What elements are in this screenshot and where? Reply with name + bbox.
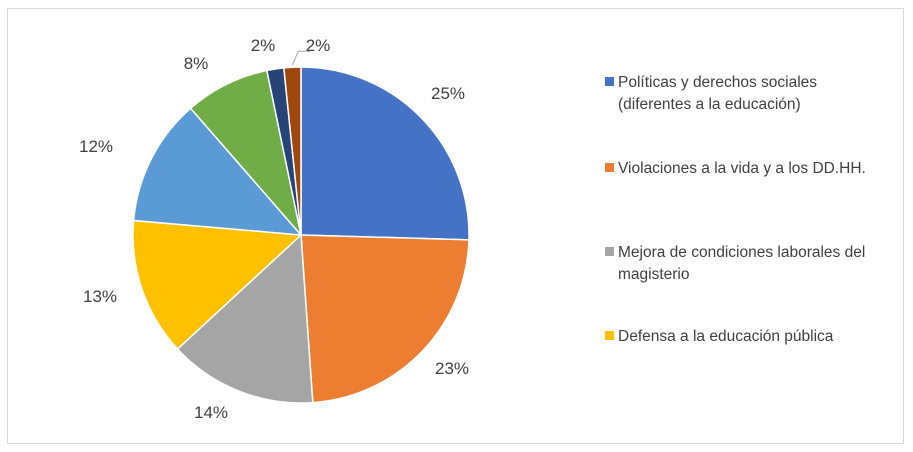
- legend-swatch: [605, 247, 614, 256]
- legend-swatch: [605, 331, 614, 340]
- pie-slice-8: [283, 66, 302, 236]
- data-label-5: 12%: [79, 137, 113, 156]
- pie-slice-2: [300, 234, 470, 404]
- legend-label: Violaciones a la vida y a los DD.HH.: [618, 160, 866, 177]
- data-label-3: 14%: [194, 403, 228, 422]
- pie-slice-1: [300, 66, 470, 241]
- pie-slice-5: [132, 107, 303, 236]
- legend-label: Defensa a la educación pública: [618, 328, 834, 345]
- data-label-1: 25%: [431, 84, 465, 103]
- data-label-4: 13%: [83, 287, 117, 306]
- legend-item-3: Mejora de condiciones laborales del magi…: [605, 242, 865, 286]
- legend-swatch: [605, 77, 614, 86]
- data-label-6: 8%: [184, 54, 209, 73]
- legend-item-4: Defensa a la educación pública: [605, 326, 833, 348]
- legend-label: Mejora de condiciones laborales del magi…: [618, 244, 866, 283]
- legend-swatch: [605, 163, 614, 172]
- label-leader-line: [291, 50, 310, 66]
- data-label-2: 23%: [435, 359, 469, 378]
- legend-item-2: Violaciones a la vida y a los DD.HH.: [605, 158, 866, 180]
- pie-slice-4: [132, 219, 303, 351]
- pie-slice-3: [176, 233, 314, 404]
- legend-label: Políticas y derechos sociales (diferente…: [618, 74, 818, 113]
- data-label-8: 2%: [306, 36, 331, 55]
- legend-item-1: Políticas y derechos sociales (diferente…: [605, 72, 817, 116]
- data-label-7: 2%: [251, 36, 276, 55]
